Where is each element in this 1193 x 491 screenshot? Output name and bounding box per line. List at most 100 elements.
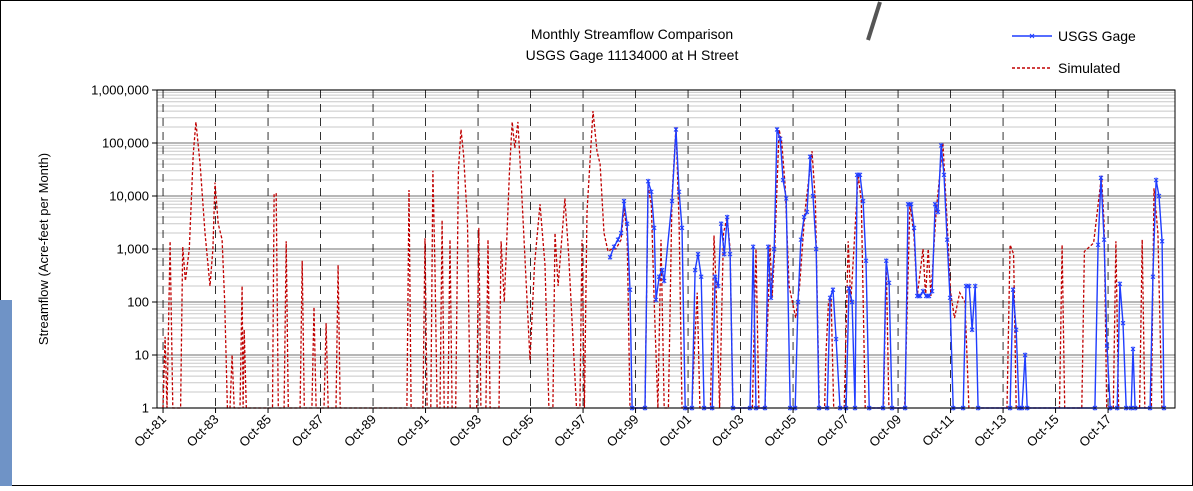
series-marker (863, 258, 869, 264)
series-marker (1130, 346, 1136, 352)
series-marker (750, 244, 756, 250)
chart-title: Monthly Streamflow Comparison (531, 26, 733, 42)
series-marker (944, 237, 950, 243)
series-marker (969, 327, 975, 333)
series-marker (771, 246, 777, 252)
plot-area (156, 89, 1176, 409)
series-marker (1022, 352, 1028, 358)
series-marker (1098, 175, 1104, 181)
y-tick-label: 100,000 (102, 136, 149, 151)
series-marker (883, 258, 889, 264)
series-marker (1153, 177, 1159, 183)
y-axis-label: Streamflow (Acre-feet per Month) (36, 153, 51, 345)
series-marker (1010, 287, 1016, 293)
series-marker (947, 295, 953, 301)
series-marker (1104, 343, 1110, 349)
y-tick-label: 1,000,000 (91, 83, 149, 98)
chart-subtitle: USGS Gage 11134000 at H Street (526, 47, 739, 63)
series-marker (807, 154, 813, 160)
series-marker (1013, 327, 1019, 333)
y-tick-label: 10 (135, 348, 149, 363)
series-marker (827, 295, 833, 301)
series-marker (804, 209, 810, 215)
legend-marker (1029, 33, 1035, 39)
series-marker (679, 225, 685, 231)
edge-strip (0, 300, 12, 486)
series-marker (712, 274, 718, 280)
series-marker (656, 274, 662, 280)
series-marker (849, 299, 855, 305)
series-marker (932, 201, 938, 207)
series-marker (777, 136, 783, 142)
series-marker (624, 221, 630, 227)
series-marker (908, 201, 914, 207)
series-marker (1101, 237, 1107, 243)
series-marker (941, 172, 947, 178)
legend-label: Simulated (1058, 60, 1120, 76)
series-marker (780, 177, 786, 183)
series-marker (653, 297, 659, 303)
series-marker (715, 283, 721, 289)
series-marker (607, 254, 613, 260)
series-marker (1150, 274, 1156, 280)
series-marker (768, 295, 774, 301)
series-marker (1156, 193, 1162, 199)
series-marker (727, 251, 733, 257)
series-marker (935, 209, 941, 215)
series-marker (1095, 242, 1101, 248)
series-marker (615, 237, 621, 243)
y-tick-label: 100 (127, 295, 149, 310)
series-marker (783, 195, 789, 201)
series-marker (724, 214, 730, 220)
series-marker (648, 189, 654, 195)
series-marker (673, 126, 679, 132)
series-marker (621, 198, 627, 204)
series-marker (627, 287, 633, 293)
series-marker (972, 283, 978, 289)
series-marker (1117, 281, 1123, 287)
series-marker (611, 244, 617, 250)
series-marker (801, 214, 807, 220)
series-marker (692, 267, 698, 273)
series-marker (830, 287, 836, 293)
series-marker (1120, 320, 1126, 326)
series-marker (774, 126, 780, 132)
series-marker (651, 225, 657, 231)
series-marker (695, 251, 701, 257)
series-marker (833, 336, 839, 342)
series-marker (718, 221, 724, 227)
series-marker (1159, 238, 1165, 244)
series-marker (798, 237, 804, 243)
y-tick-label: 1,000 (116, 242, 149, 257)
series-marker (618, 230, 624, 236)
series-marker (676, 189, 682, 195)
series-marker (911, 225, 917, 231)
series-marker (860, 198, 866, 204)
y-tick-label: 10,000 (109, 189, 149, 204)
legend-label: USGS Gage (1058, 28, 1136, 44)
series-marker (938, 142, 944, 148)
series-marker (926, 293, 932, 299)
series-marker (966, 283, 972, 289)
series-marker (810, 193, 816, 199)
series-marker (659, 267, 665, 273)
series-marker (721, 251, 727, 257)
series-marker (698, 274, 704, 280)
series-marker (846, 285, 852, 291)
series-marker (795, 299, 801, 305)
series-marker (917, 293, 923, 299)
series-marker (813, 246, 819, 252)
series-marker (929, 288, 935, 294)
series-marker (669, 198, 675, 204)
series-marker (857, 172, 863, 178)
series-marker (661, 278, 667, 284)
series-marker (920, 288, 926, 294)
series-marker (765, 244, 771, 250)
series-marker (645, 178, 651, 184)
series-marker (886, 280, 892, 286)
decor-stroke (866, 1, 882, 41)
y-tick-label: 1 (142, 401, 149, 416)
